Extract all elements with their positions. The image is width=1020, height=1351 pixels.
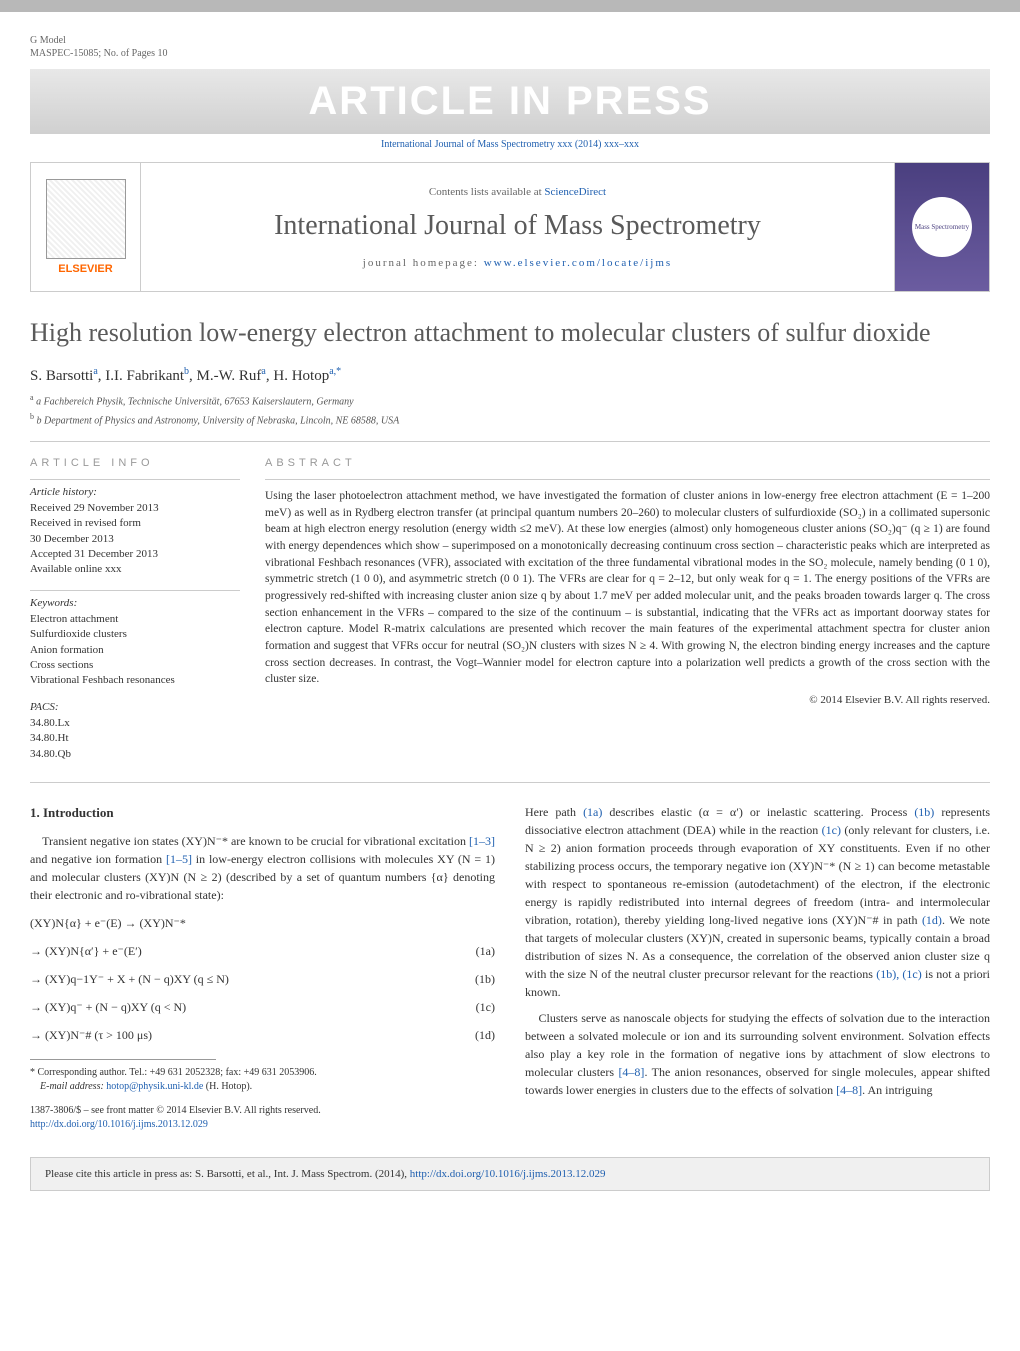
- eq-ref-link[interactable]: (1d): [922, 913, 942, 927]
- pacs-item: 34.80.Ht: [30, 731, 240, 746]
- keywords-block: Keywords: Electron attachment Sulfurdiox…: [30, 590, 240, 689]
- footnote-separator: [30, 1059, 216, 1060]
- citation-line: International Journal of Mass Spectromet…: [30, 139, 990, 150]
- history-item: 30 December 2013: [30, 532, 240, 547]
- history-item: Accepted 31 December 2013: [30, 547, 240, 562]
- email-link[interactable]: hotop@physik.uni-kl.de: [106, 1081, 203, 1092]
- ref-link[interactable]: [1–5]: [166, 852, 192, 866]
- keyword: Cross sections: [30, 658, 240, 673]
- history-item: Received 29 November 2013: [30, 501, 240, 516]
- right-column: Here path (1a) describes elastic (α = α′…: [525, 803, 990, 1133]
- history-item: Received in revised form: [30, 516, 240, 531]
- ref-link[interactable]: [4–8]: [836, 1083, 862, 1097]
- eq-ref-link[interactable]: (1b), (1c): [876, 967, 922, 981]
- affiliation-a: a a Fachbereich Physik, Technische Unive…: [30, 393, 990, 407]
- keyword: Sulfurdioxide clusters: [30, 627, 240, 642]
- journal-center: Contents lists available at ScienceDirec…: [141, 163, 894, 291]
- col2-para1: Here path (1a) describes elastic (α = α′…: [525, 803, 990, 1001]
- keyword: Vibrational Feshbach resonances: [30, 673, 240, 688]
- copyright: © 2014 Elsevier B.V. All rights reserved…: [265, 694, 990, 706]
- history-item: Available online xxx: [30, 562, 240, 577]
- pacs-item: 34.80.Qb: [30, 747, 240, 762]
- body-columns: 1. Introduction Transient negative ion s…: [30, 803, 990, 1133]
- abstract-text: Using the laser photoelectron attachment…: [265, 479, 990, 688]
- email-footnote: E-mail address: hotop@physik.uni-kl.de (…: [30, 1080, 495, 1094]
- pacs-block: PACS: 34.80.Lx 34.80.Ht 34.80.Qb: [30, 701, 240, 762]
- article-title: High resolution low-energy electron atta…: [30, 317, 990, 348]
- col2-para2: Clusters serve as nanoscale objects for …: [525, 1009, 990, 1099]
- history-label: Article history:: [30, 486, 240, 498]
- authors: S. Barsottia, I.I. Fabrikantb, M.-W. Ruf…: [30, 366, 990, 385]
- cite-doi-link[interactable]: http://dx.doi.org/10.1016/j.ijms.2013.12…: [410, 1168, 606, 1180]
- maspec-label: MASPEC-15085; No. of Pages 10: [30, 48, 990, 59]
- journal-name: International Journal of Mass Spectromet…: [274, 210, 761, 242]
- cite-footer: Please cite this article in press as: S.…: [30, 1157, 990, 1191]
- contents-line: Contents lists available at ScienceDirec…: [429, 186, 606, 198]
- abstract-column: ABSTRACT Using the laser photoelectron a…: [265, 457, 990, 762]
- divider: [30, 782, 990, 783]
- pacs-item: 34.80.Lx: [30, 716, 240, 731]
- article-info: ARTICLE INFO Article history: Received 2…: [30, 457, 240, 762]
- equations-block: (XY)N{α} + e⁻(E) → (XY)N⁻* → (XY)N{α′} +…: [30, 914, 495, 1044]
- equation-1b: → (XY)q−1Y⁻ + X + (N − q)XY (q ≤ N)(1b): [30, 970, 495, 988]
- sciencedirect-link[interactable]: ScienceDirect: [544, 186, 606, 198]
- eq-ref-link[interactable]: (1c): [822, 823, 841, 837]
- keywords-label: Keywords:: [30, 597, 240, 609]
- article-info-heading: ARTICLE INFO: [30, 457, 240, 469]
- keyword: Electron attachment: [30, 612, 240, 627]
- homepage-prefix: journal homepage:: [363, 257, 484, 269]
- corresponding-author-footnote: * Corresponding author. Tel.: +49 631 20…: [30, 1066, 495, 1080]
- affiliation-b: b b Department of Physics and Astronomy,…: [30, 412, 990, 426]
- equation-1c: → (XY)q⁻ + (N − q)XY (q < N)(1c): [30, 998, 495, 1016]
- doi-link[interactable]: http://dx.doi.org/10.1016/j.ijms.2013.12…: [30, 1119, 208, 1130]
- equation-1d: → (XY)N⁻# (τ > 100 μs)(1d): [30, 1026, 495, 1044]
- homepage-link[interactable]: www.elsevier.com/locate/ijms: [484, 257, 672, 269]
- elsevier-logo: ELSEVIER: [31, 163, 141, 291]
- pacs-label: PACS:: [30, 701, 240, 713]
- ref-link[interactable]: [1–3]: [469, 834, 495, 848]
- article-history-block: Article history: Received 29 November 20…: [30, 479, 240, 578]
- ref-link[interactable]: [4–8]: [618, 1065, 644, 1079]
- eq-ref-link[interactable]: (1a): [583, 805, 602, 819]
- issn-line: 1387-3806/$ – see front matter © 2014 El…: [30, 1104, 495, 1118]
- elsevier-tree-icon: [46, 179, 126, 259]
- journal-header: ELSEVIER Contents lists available at Sci…: [30, 162, 990, 292]
- keyword: Anion formation: [30, 643, 240, 658]
- elsevier-text: ELSEVIER: [58, 263, 112, 275]
- journal-cover: Mass Spectrometry: [894, 163, 989, 291]
- divider: [30, 441, 990, 442]
- cover-icon: Mass Spectrometry: [912, 197, 972, 257]
- equation-0: (XY)N{α} + e⁻(E) → (XY)N⁻*: [30, 914, 495, 932]
- front-matter: 1387-3806/$ – see front matter © 2014 El…: [30, 1104, 495, 1132]
- contents-prefix: Contents lists available at: [429, 186, 544, 198]
- left-column: 1. Introduction Transient negative ion s…: [30, 803, 495, 1133]
- homepage-line: journal homepage: www.elsevier.com/locat…: [363, 257, 672, 269]
- article-in-press-banner: ARTICLE IN PRESS: [30, 69, 990, 134]
- section-1-heading: 1. Introduction: [30, 803, 495, 823]
- abstract-heading: ABSTRACT: [265, 457, 990, 469]
- equation-1a: → (XY)N{α′} + e⁻(E′)(1a): [30, 942, 495, 960]
- g-model-label: G Model: [30, 35, 990, 46]
- eq-ref-link[interactable]: (1b): [914, 805, 934, 819]
- intro-paragraph: Transient negative ion states (XY)N⁻* ar…: [30, 832, 495, 904]
- cite-prefix: Please cite this article in press as: S.…: [45, 1168, 410, 1180]
